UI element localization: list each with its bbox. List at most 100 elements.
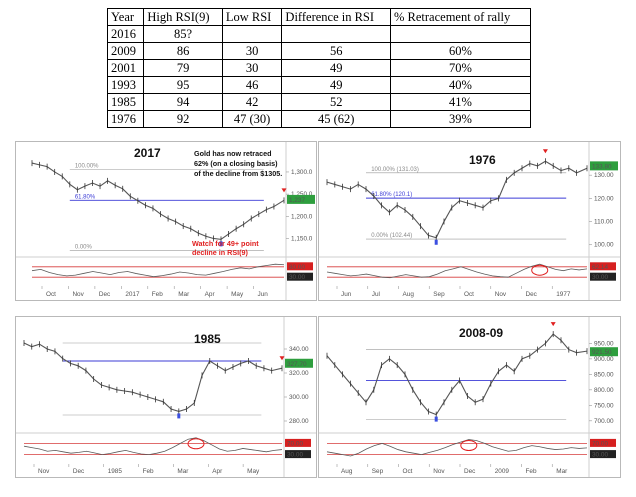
x-tick-label: Sep [433,291,445,298]
chart-title: 1985 [194,332,221,346]
x-tick-label: Mar [177,468,189,475]
chart-panel-1985: 280.00 300.00 320.00 340.00 327.70 1985 70.00 3… [15,316,317,478]
table-cell: 92 [143,110,223,128]
table-cell: 1976 [106,110,145,128]
rsi-peak-circle [187,438,205,450]
sell-arrow-marker [550,322,556,327]
table-cell: 30 [221,42,283,60]
x-tick-label: Oct [403,468,413,475]
sell-arrow-marker [281,188,287,193]
table-cell: 52 [281,93,391,111]
y-tick-label: 340.00 [289,346,309,353]
y-tick-label: 280.00 [289,418,309,425]
y-tick-label: 110.00 [594,219,614,226]
last-price-badge [287,194,315,204]
column-header: Difference in RSI [281,8,391,26]
table-cell: 1985 [106,93,145,111]
x-tick-label: Oct [464,291,474,298]
chart-annotation: 62% (on a closing basis) [194,159,278,168]
table-cell [221,25,283,43]
price-series-line [326,160,588,239]
chart-panel-2017: 1,150.0 1,200.0 1,250.0 1,300.0 100.00% 61.80… [15,141,317,301]
column-header: Low RSI [221,8,283,26]
table-cell: 70% [390,59,531,77]
table-cell: 86 [143,42,223,60]
low-marker [434,239,438,245]
x-tick-label: Apr [205,291,216,298]
table-row: 2009 86 30 56 60% [106,42,531,60]
last-price-label: 327.70 [287,361,307,368]
table-row: 1985 94 42 52 41% [106,93,531,111]
y-tick-label: 100.00 [594,242,614,249]
rsi-series-line [326,439,588,457]
last-price-badge [590,347,618,357]
rsi-level-label: 80.00 [289,264,305,271]
rsi-level-badge [287,272,313,281]
table-cell: 39% [390,110,531,128]
chart-2008-09: 700.00 750.00 800.00 850.00 900.00 950.00 921.… [319,317,620,477]
table-cell: 79 [143,59,223,77]
table-cell: 45 (62) [281,110,391,128]
y-tick-label: 1,150.0 [291,235,313,242]
table-cell: 94 [143,93,223,111]
table-cell: 42 [221,93,283,111]
table-cell: 41% [390,93,531,111]
y-tick-label: 130.00 [594,172,614,179]
x-tick-label: Mar [178,291,190,298]
rsi-level-badge [590,262,616,271]
x-tick-label: Dec [526,291,538,298]
chart-annotation: of the decline from $1305. [194,169,282,178]
chart-2017: 1,150.0 1,200.0 1,250.0 1,300.0 100.00% 61.80… [16,142,316,300]
rsi-level-label: 70.00 [592,440,608,447]
x-tick-label: 2009 [495,468,510,475]
rsi-series-line [31,263,285,278]
rsi-level-badge [285,450,311,459]
x-tick-label: Mar [556,468,568,475]
chart-panel-1976: 100.00 110.00 120.00 130.00 100.00% (131.03)… [318,141,621,301]
column-header: High RSI(9) [143,8,223,26]
table-cell: 47 (30) [221,110,283,128]
rsi-peak-circle [460,439,478,451]
rsi-level-badge [285,438,311,447]
table-row: 1993 95 46 49 40% [106,76,531,94]
table-cell: 46 [221,76,283,94]
rsi-level-label: 30.00 [592,274,608,281]
rsi-peak-circle [531,264,549,276]
rsi-level-badge [287,262,313,271]
x-tick-label: Nov [495,291,507,298]
chart-title: 1976 [469,153,496,167]
table-cell: 2001 [106,59,145,77]
last-price-badge [590,161,618,171]
x-tick-label: Feb [143,468,154,475]
fib-label: 61.80% (120.1) [371,192,412,198]
y-tick-label: 1,300.0 [291,169,313,176]
last-price-badge [285,358,313,368]
table-cell: 49 [281,59,391,77]
y-tick-label: 950.00 [594,340,614,347]
x-tick-label: Jun [258,291,269,298]
chart-panel-2008-09: 700.00 750.00 800.00 850.00 900.00 950.00 921.… [318,316,621,478]
chart-annotation: Gold has now retraced [194,149,271,158]
x-tick-label: Jun [341,291,352,298]
y-tick-label: 850.00 [594,371,614,378]
y-tick-label: 900.00 [594,356,614,363]
x-tick-label: Apr [212,468,223,475]
rsi-level-badge [590,272,616,281]
fib-label: 0.00% (102.44) [371,233,412,239]
table-cell: 85? [143,25,223,43]
low-marker [434,416,438,422]
x-tick-label: Dec [73,468,85,475]
rsi-note: Watch for 49+ point [192,239,259,248]
x-tick-label: Nov [38,468,50,475]
y-tick-label: 120.00 [594,195,614,202]
chart-title: 2008-09 [459,326,503,340]
table-row: 2016 85? [106,25,531,43]
table-header-row: Year High RSI(9) Low RSI Difference in R… [106,8,531,26]
y-tick-label: 1,200.0 [291,213,313,220]
table-cell: 60% [390,42,531,60]
table-cell: 56 [281,42,391,60]
table-row: 2001 79 30 49 70% [106,59,531,77]
table-cell: 95 [143,76,223,94]
fib-label: 0.00% [75,244,93,250]
rsi-level-badge [590,450,616,459]
